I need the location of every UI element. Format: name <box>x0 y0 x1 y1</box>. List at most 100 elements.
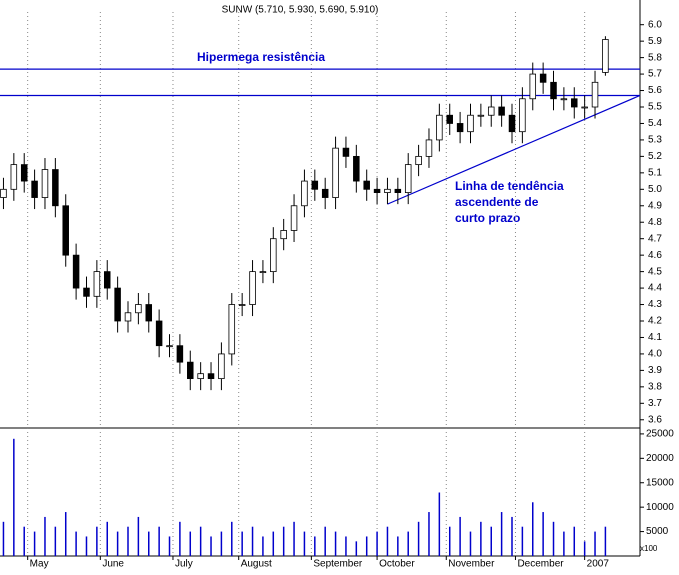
candle-body <box>207 373 215 380</box>
volume-tick-label: 15000 <box>646 477 674 488</box>
y-tick-label: 4.7 <box>648 233 662 244</box>
trend-line <box>387 94 641 205</box>
candle-body <box>436 114 443 141</box>
candle-body <box>332 147 339 198</box>
candle-body <box>166 345 173 348</box>
candle-body <box>238 304 246 306</box>
candle-body <box>145 304 153 322</box>
x-tick-label: September <box>313 559 363 570</box>
y-tick-label: 4.4 <box>648 283 662 294</box>
candle-body <box>176 345 184 363</box>
candle-body <box>591 81 599 108</box>
x-tick-label: November <box>448 559 495 570</box>
candle-body <box>135 304 142 314</box>
candle-body <box>425 139 433 157</box>
candle-body <box>290 205 298 231</box>
y-tick-label: 5.9 <box>648 36 662 47</box>
candle-body <box>373 188 381 194</box>
annotation: curto prazo <box>455 211 520 225</box>
x-tick-label: June <box>102 559 124 570</box>
candle-body <box>529 73 537 100</box>
y-tick-label: 5.5 <box>648 102 662 113</box>
candle-body <box>508 114 516 133</box>
candle-body <box>581 106 588 109</box>
candle-body <box>311 180 319 190</box>
y-tick-label: 3.8 <box>648 381 662 392</box>
candle-body <box>218 353 225 380</box>
candle-body <box>321 188 329 198</box>
y-tick-label: 5.4 <box>648 118 662 129</box>
y-tick-label: 3.6 <box>648 414 662 425</box>
candle-body <box>487 106 495 116</box>
y-tick-label: 4.8 <box>648 217 662 228</box>
candle-body <box>270 238 277 273</box>
candle-body <box>342 147 350 157</box>
x-tick-label: May <box>30 559 49 570</box>
candle-body <box>103 271 111 289</box>
y-tick-label: 4.3 <box>648 299 662 310</box>
y-tick-label: 5.3 <box>648 135 662 146</box>
y-tick-label: 4.1 <box>648 332 662 343</box>
y-tick-label: 5.6 <box>648 85 662 96</box>
candle-body <box>446 114 453 124</box>
y-tick-label: 4.0 <box>648 349 662 360</box>
volume-tick-label: 20000 <box>646 453 674 464</box>
y-tick-label: 4.9 <box>648 200 662 211</box>
candle-body <box>301 180 308 207</box>
candle-body <box>498 106 505 116</box>
candle-body <box>41 169 49 198</box>
candle-body <box>114 287 121 322</box>
candle-body <box>93 271 101 297</box>
candle-body <box>467 114 474 133</box>
x-tick-label: July <box>175 559 193 570</box>
candle-body <box>363 180 370 190</box>
candle-body <box>10 164 18 190</box>
candle-body <box>280 230 287 240</box>
chart-title: SUNW (5.710, 5.930, 5.690, 5.910) <box>222 5 379 16</box>
candle-body <box>0 188 7 198</box>
candle-body <box>83 287 90 297</box>
x-tick-label: 2007 <box>587 559 610 570</box>
candle-body <box>519 98 526 133</box>
candle-body <box>31 180 38 198</box>
y-tick-label: 5.0 <box>648 184 662 195</box>
candle-body <box>384 188 391 194</box>
candle-body <box>62 205 69 256</box>
candle-body <box>571 98 578 108</box>
y-tick-label: 5.2 <box>648 151 662 162</box>
candle-body <box>124 312 132 322</box>
candle-body <box>197 373 204 380</box>
candle-body <box>259 271 267 274</box>
candle-body <box>20 164 28 182</box>
annotation: ascendente de <box>455 195 539 209</box>
candle-body <box>249 271 256 305</box>
candle-body <box>560 98 568 101</box>
y-tick-label: 4.2 <box>648 316 662 327</box>
candle-body <box>394 188 402 194</box>
candle-body <box>456 123 464 133</box>
candle-body <box>72 254 80 289</box>
candle-body <box>353 155 360 182</box>
candle-body <box>228 304 236 355</box>
volume-tick-label: 25000 <box>646 429 674 440</box>
y-tick-label: 5.7 <box>648 69 662 80</box>
candle-body <box>155 320 163 347</box>
y-tick-label: 5.8 <box>648 52 662 63</box>
volume-tick-label: 5000 <box>646 526 669 537</box>
y-tick-label: 3.7 <box>648 398 662 409</box>
x-tick-label: October <box>379 559 415 570</box>
candle-body <box>539 73 547 83</box>
y-tick-label: 6.0 <box>648 19 662 30</box>
annotation: Linha de tendência <box>455 179 564 193</box>
volume-unit: x100 <box>640 544 658 553</box>
candle-body <box>404 164 412 194</box>
y-tick-label: 3.9 <box>648 365 662 376</box>
x-tick-label: December <box>517 559 564 570</box>
y-tick-label: 4.6 <box>648 250 662 261</box>
annotation: Hipermega resistência <box>197 50 325 64</box>
y-tick-label: 5.1 <box>648 167 662 178</box>
volume-tick-label: 10000 <box>646 502 674 513</box>
candle-body <box>187 361 194 380</box>
